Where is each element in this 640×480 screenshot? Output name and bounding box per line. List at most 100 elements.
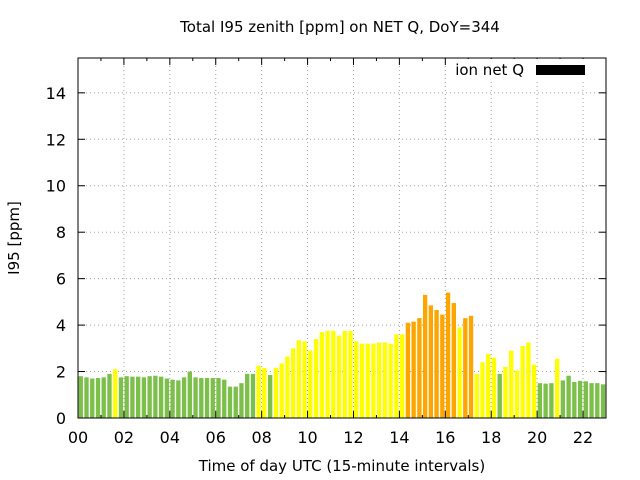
bar bbox=[308, 350, 313, 418]
grid-lines bbox=[78, 58, 606, 418]
bar bbox=[394, 334, 399, 418]
bar bbox=[371, 343, 376, 418]
bar bbox=[153, 375, 158, 418]
bar bbox=[170, 379, 175, 418]
legend-label: ion net Q bbox=[455, 61, 524, 79]
x-tick-label: 16 bbox=[435, 428, 455, 447]
bar bbox=[187, 371, 192, 418]
bar bbox=[566, 375, 571, 418]
bar bbox=[331, 330, 336, 418]
bar bbox=[554, 358, 560, 418]
x-tick-label: 14 bbox=[389, 428, 409, 447]
x-tick-label: 22 bbox=[573, 428, 593, 447]
bar bbox=[78, 376, 83, 418]
bar bbox=[549, 383, 554, 418]
y-axis-label: I95 [ppm] bbox=[5, 201, 23, 275]
bar bbox=[147, 376, 152, 418]
x-axis-label: Time of day UTC (15-minute intervals) bbox=[198, 457, 485, 475]
bar bbox=[491, 357, 497, 418]
bar bbox=[181, 377, 187, 418]
bar bbox=[399, 334, 405, 418]
plot-frame bbox=[77, 57, 607, 419]
legend-swatch bbox=[536, 65, 585, 75]
bar bbox=[445, 292, 451, 418]
bar bbox=[342, 330, 347, 418]
bar bbox=[451, 303, 456, 418]
bar bbox=[382, 342, 388, 418]
bar bbox=[90, 378, 95, 418]
bar bbox=[216, 378, 221, 418]
bar bbox=[480, 362, 485, 418]
bar bbox=[135, 376, 141, 418]
bar bbox=[486, 354, 491, 418]
x-tick-label: 12 bbox=[343, 428, 363, 447]
bar bbox=[233, 386, 238, 418]
y-tick-label: 2 bbox=[56, 363, 66, 382]
bar bbox=[130, 376, 135, 418]
bar bbox=[210, 378, 215, 418]
chart-title: Total I95 zenith [ppm] on NET Q, DoY=344 bbox=[179, 18, 500, 36]
bar bbox=[428, 305, 434, 418]
y-tick-label: 0 bbox=[56, 409, 66, 428]
bar bbox=[503, 366, 508, 418]
y-tick-label: 4 bbox=[56, 316, 66, 335]
bar bbox=[405, 322, 411, 418]
bar bbox=[411, 321, 416, 418]
bar bbox=[302, 341, 307, 418]
bar bbox=[319, 332, 324, 418]
bar bbox=[141, 377, 147, 418]
bar bbox=[227, 386, 233, 418]
bar bbox=[325, 330, 330, 418]
bar bbox=[250, 373, 256, 418]
x-tick-labels: 00 02 04 06 08 10 12 14 16 18 20 22 bbox=[68, 428, 593, 447]
bar bbox=[101, 377, 106, 418]
bar bbox=[422, 294, 428, 418]
bar bbox=[273, 368, 279, 418]
bar bbox=[600, 384, 606, 418]
axis-ticks bbox=[77, 58, 606, 419]
y-tick-label: 8 bbox=[56, 223, 66, 242]
bar bbox=[256, 365, 261, 418]
y-tick-label: 6 bbox=[56, 270, 66, 289]
bar bbox=[365, 343, 370, 418]
bar bbox=[497, 373, 502, 418]
bar bbox=[595, 383, 600, 418]
bar bbox=[290, 348, 296, 418]
bar bbox=[348, 330, 353, 418]
bar bbox=[440, 314, 445, 418]
bar bbox=[583, 381, 588, 418]
bar bbox=[514, 370, 520, 418]
bar bbox=[560, 380, 566, 418]
bar bbox=[537, 383, 543, 418]
y-tick-label: 14 bbox=[46, 84, 66, 103]
bar bbox=[543, 383, 548, 418]
bar bbox=[193, 377, 198, 418]
x-tick-label: 10 bbox=[297, 428, 317, 447]
bar bbox=[572, 382, 577, 418]
bar bbox=[531, 364, 537, 418]
x-tick-label: 20 bbox=[527, 428, 547, 447]
bar bbox=[526, 342, 531, 418]
bar bbox=[388, 343, 393, 418]
x-tick-label: 06 bbox=[206, 428, 226, 447]
bar bbox=[84, 377, 89, 418]
bar bbox=[222, 379, 227, 418]
x-tick-label: 02 bbox=[114, 428, 134, 447]
bar bbox=[113, 369, 118, 418]
bar bbox=[118, 377, 124, 418]
bar bbox=[124, 376, 129, 418]
bar bbox=[245, 373, 250, 418]
bar bbox=[285, 356, 290, 418]
y-tick-label: 12 bbox=[46, 130, 66, 149]
bar bbox=[520, 346, 525, 418]
bar bbox=[417, 318, 422, 418]
bars bbox=[78, 292, 606, 418]
bar bbox=[262, 368, 267, 418]
x-tick-label: 18 bbox=[481, 428, 501, 447]
bar bbox=[313, 339, 319, 418]
bar bbox=[199, 378, 204, 418]
bar bbox=[158, 376, 164, 418]
bar bbox=[336, 335, 342, 418]
y-tick-labels: 0 2 4 6 8 10 12 14 bbox=[46, 84, 66, 428]
bar bbox=[354, 341, 359, 418]
